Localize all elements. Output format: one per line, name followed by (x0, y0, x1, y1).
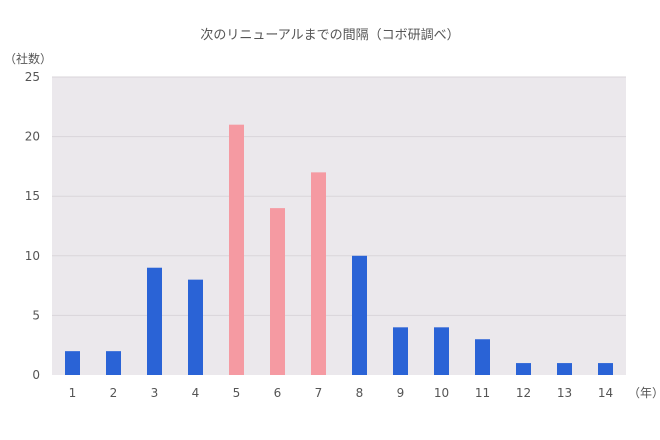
x-tick-label: 9 (397, 386, 405, 400)
x-axis-unit-label: （年） (628, 386, 660, 400)
chart-title: 次のリニューアルまでの間隔（コボ研調べ） (200, 27, 459, 43)
y-tick-label: 15 (25, 189, 40, 203)
x-tick-label: 4 (192, 386, 200, 400)
y-tick-label: 20 (25, 130, 40, 144)
bar-year-11 (475, 339, 490, 375)
x-tick-label: 3 (151, 386, 159, 400)
bar-year-9 (393, 327, 408, 375)
bar-year-13 (557, 363, 572, 375)
x-tick-label: 10 (434, 386, 449, 400)
x-tick-label: 8 (356, 386, 364, 400)
gridlines (52, 76, 626, 316)
bars (65, 124, 613, 376)
bar-year-2 (106, 351, 121, 375)
x-tick-label: 14 (598, 386, 613, 400)
bar-year-6 (270, 208, 285, 375)
y-tick-label: 25 (25, 70, 40, 84)
bar-year-14 (598, 363, 613, 375)
x-axis-ticks: 1 2 3 4 5 6 7 8 9 10 11 12 13 14 (69, 386, 613, 400)
y-axis-unit-label: （社数） (4, 51, 52, 66)
y-tick-label: 10 (25, 249, 40, 263)
x-tick-label: 5 (233, 386, 241, 400)
bar-year-12 (516, 363, 531, 375)
y-tick-label: 0 (32, 368, 40, 382)
bar-year-1 (65, 351, 80, 375)
x-tick-label: 11 (475, 386, 490, 400)
bar-year-7 (311, 172, 326, 375)
x-tick-label: 13 (557, 386, 572, 400)
bar-year-8 (352, 255, 367, 375)
y-axis-ticks: 0 5 10 15 20 25 (25, 70, 40, 382)
y-tick-label: 5 (32, 308, 40, 322)
x-tick-label: 2 (110, 386, 118, 400)
x-tick-label: 1 (69, 386, 77, 400)
x-tick-label: 7 (315, 386, 323, 400)
bar-year-4 (188, 279, 203, 375)
bar-year-5 (229, 124, 244, 376)
bar-year-10 (434, 327, 449, 375)
bar-year-3 (147, 267, 162, 375)
plot-area (52, 77, 626, 375)
x-tick-label: 6 (274, 386, 282, 400)
x-tick-label: 12 (516, 386, 531, 400)
